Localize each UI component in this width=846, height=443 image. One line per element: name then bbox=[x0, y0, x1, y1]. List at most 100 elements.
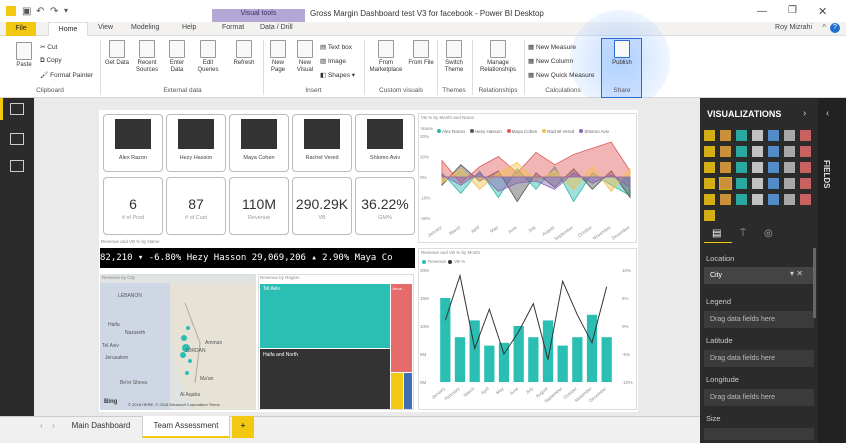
report-view-icon[interactable] bbox=[10, 103, 24, 115]
legend-item[interactable]: Maya Cohen bbox=[506, 129, 537, 134]
new-measure-button[interactable]: ▦ New Measure bbox=[528, 44, 577, 51]
image-button[interactable]: ▨ Image bbox=[320, 58, 347, 65]
kpi-card[interactable]: 290.29K VB bbox=[292, 177, 352, 235]
combo-chart-visual[interactable] bbox=[418, 248, 637, 410]
new-visual-button[interactable]: New Visual bbox=[293, 40, 317, 74]
visual-type-icon[interactable] bbox=[800, 130, 811, 141]
legend-item[interactable]: Alex Razon bbox=[437, 129, 465, 134]
legend-drop-zone[interactable]: Drag data fields here bbox=[704, 311, 814, 328]
tab-main-dashboard[interactable]: Main Dashboard bbox=[71, 421, 131, 430]
size-drop-zone[interactable] bbox=[704, 428, 814, 440]
tab-format[interactable]: Format bbox=[222, 24, 245, 31]
tab-team-assessment[interactable]: Team Assessment bbox=[142, 416, 230, 438]
treemap-tile-haifa[interactable] bbox=[260, 349, 390, 409]
visual-type-icon[interactable] bbox=[704, 194, 715, 205]
edit-queries-button[interactable]: Edit Queries bbox=[193, 40, 223, 74]
refresh-button[interactable]: Refresh bbox=[227, 40, 261, 67]
user-name[interactable]: Roy Mizrahi bbox=[775, 24, 812, 31]
legend-item[interactable]: Rachel Vered bbox=[542, 129, 574, 134]
visual-type-icon[interactable] bbox=[720, 162, 731, 173]
visual-type-icon[interactable] bbox=[720, 130, 731, 141]
enter-data-button[interactable]: Enter Data bbox=[165, 40, 189, 74]
shapes-button[interactable]: ◧ Shapes ▾ bbox=[320, 72, 356, 79]
person-card[interactable]: Hezy Hasson bbox=[166, 114, 226, 172]
manage-relationships-button[interactable]: Manage Relationships bbox=[475, 40, 521, 74]
visual-type-icon[interactable] bbox=[704, 162, 715, 173]
text-box-button[interactable]: ▤ Text box bbox=[320, 44, 353, 51]
collapse-pane-icon[interactable]: › bbox=[803, 108, 807, 119]
from-marketplace-button[interactable]: From Marketplace bbox=[366, 40, 406, 74]
visual-type-icon[interactable] bbox=[720, 146, 731, 157]
visual-type-icon[interactable] bbox=[800, 194, 811, 205]
visual-type-icon[interactable] bbox=[768, 194, 779, 205]
visual-type-icon[interactable] bbox=[736, 194, 747, 205]
tab-data-drill[interactable]: Data / Drill bbox=[260, 24, 293, 31]
redo-icon[interactable]: ↷ bbox=[50, 6, 59, 17]
longitude-drop-zone[interactable]: Drag data fields here bbox=[704, 389, 814, 406]
kpi-card[interactable]: 110M Revenue bbox=[229, 177, 289, 235]
save-icon[interactable]: ▣ bbox=[22, 6, 32, 17]
visual-type-icon[interactable] bbox=[800, 146, 811, 157]
visual-type-icon[interactable] bbox=[704, 130, 715, 141]
scrolling-ticker[interactable]: 82,210 ▾ -6.80% Hezy Hasson 29,069,206 ▴… bbox=[100, 248, 415, 268]
tab-file[interactable]: File bbox=[6, 22, 36, 36]
next-page-icon[interactable]: › bbox=[52, 421, 55, 430]
visual-type-icon[interactable] bbox=[736, 178, 747, 189]
visual-type-icon[interactable] bbox=[736, 162, 747, 173]
new-page-button[interactable]: New Page bbox=[266, 40, 290, 74]
legend-item[interactable]: Shlomo Aviv bbox=[579, 129, 609, 134]
latitude-drop-zone[interactable]: Drag data fields here bbox=[704, 350, 814, 367]
visual-type-icon[interactable] bbox=[719, 177, 732, 190]
chevron-up-icon[interactable]: ^ bbox=[822, 23, 826, 32]
treemap-tile-blue[interactable] bbox=[404, 373, 412, 409]
visual-type-icon[interactable] bbox=[752, 146, 763, 157]
paste-button[interactable]: Paste bbox=[12, 42, 36, 69]
person-card[interactable]: Shlomo Aviv bbox=[355, 114, 415, 172]
treemap-tile-jerusalem[interactable] bbox=[391, 284, 412, 372]
visual-type-icon[interactable] bbox=[768, 146, 779, 157]
visual-type-icon[interactable] bbox=[736, 130, 747, 141]
visual-type-icon[interactable] bbox=[752, 130, 763, 141]
prev-page-icon[interactable]: ‹ bbox=[40, 421, 43, 430]
tab-help[interactable]: Help bbox=[182, 24, 197, 31]
publish-button[interactable]: Publish bbox=[604, 40, 640, 67]
format-painter-button[interactable]: 🖌 Format Painter bbox=[40, 72, 94, 79]
get-data-button[interactable]: Get Data bbox=[104, 40, 130, 67]
visual-type-icon[interactable] bbox=[784, 194, 795, 205]
visual-type-icon[interactable] bbox=[768, 178, 779, 189]
visual-type-icon[interactable] bbox=[800, 178, 811, 189]
person-card[interactable]: Rachel Vered bbox=[292, 114, 352, 172]
tab-home[interactable]: Home bbox=[48, 22, 88, 36]
treemap-tile-yellow[interactable] bbox=[391, 373, 403, 409]
add-page-button[interactable]: + bbox=[232, 416, 254, 438]
visual-type-icon[interactable] bbox=[704, 210, 715, 221]
visual-type-icon[interactable] bbox=[720, 194, 731, 205]
from-file-button[interactable]: From File bbox=[408, 40, 434, 67]
maximize-icon[interactable]: ❐ bbox=[788, 5, 797, 16]
close-icon[interactable]: ✕ bbox=[818, 6, 828, 18]
kpi-card[interactable]: 87 # of Cust bbox=[166, 177, 226, 235]
visual-type-icon[interactable] bbox=[784, 162, 795, 173]
relationships-view-icon[interactable] bbox=[10, 160, 24, 172]
visual-type-icon[interactable] bbox=[752, 162, 763, 173]
visual-type-icon[interactable] bbox=[736, 146, 747, 157]
copy-button[interactable]: ⧉ Copy bbox=[40, 57, 62, 64]
visual-type-icon[interactable] bbox=[768, 162, 779, 173]
new-quick-measure-button[interactable]: ▦ New Quick Measure bbox=[528, 72, 595, 79]
visual-type-icon[interactable] bbox=[704, 146, 715, 157]
new-column-button[interactable]: ▦ New Column bbox=[528, 58, 574, 65]
visual-type-icon[interactable] bbox=[752, 194, 763, 205]
minimize-icon[interactable]: — bbox=[757, 6, 767, 17]
data-view-icon[interactable] bbox=[10, 133, 24, 145]
undo-icon[interactable]: ↶ bbox=[36, 6, 45, 17]
help-icon[interactable]: ? bbox=[830, 23, 840, 33]
visual-type-icon[interactable] bbox=[768, 130, 779, 141]
dropdown-icon[interactable]: ▾ ✕ bbox=[790, 269, 803, 278]
format-paint-roller-icon[interactable]: ⍑ bbox=[740, 228, 746, 239]
kpi-card[interactable]: 6 # of Prod bbox=[103, 177, 163, 235]
person-card[interactable]: Maya Cohen bbox=[229, 114, 289, 172]
treemap-tile-tel-aviv[interactable] bbox=[260, 284, 390, 348]
recent-sources-button[interactable]: Recent Sources bbox=[132, 40, 162, 74]
location-field[interactable]: City bbox=[704, 267, 814, 284]
pane-scrollbar[interactable] bbox=[813, 248, 816, 318]
